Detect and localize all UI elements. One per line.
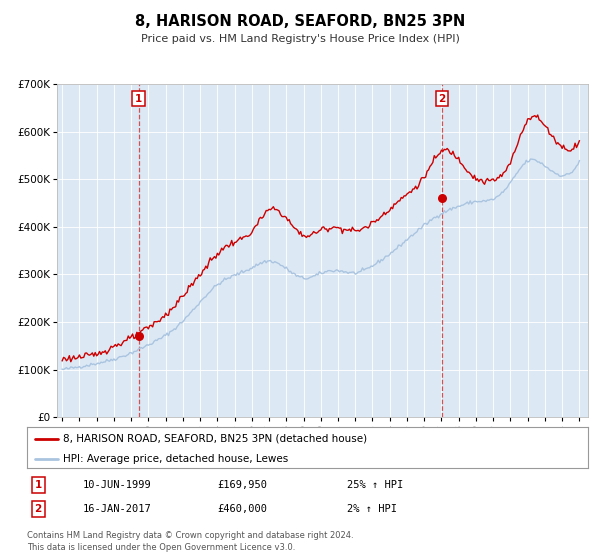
Text: This data is licensed under the Open Government Licence v3.0.: This data is licensed under the Open Gov… xyxy=(27,543,295,552)
Text: 2: 2 xyxy=(35,504,42,514)
Text: 2: 2 xyxy=(439,94,446,104)
Text: £460,000: £460,000 xyxy=(218,504,268,514)
Text: 8, HARISON ROAD, SEAFORD, BN25 3PN: 8, HARISON ROAD, SEAFORD, BN25 3PN xyxy=(135,14,465,29)
Text: 1: 1 xyxy=(35,480,42,490)
Text: 8, HARISON ROAD, SEAFORD, BN25 3PN (detached house): 8, HARISON ROAD, SEAFORD, BN25 3PN (deta… xyxy=(64,433,368,444)
Text: HPI: Average price, detached house, Lewes: HPI: Average price, detached house, Lewe… xyxy=(64,454,289,464)
Text: 10-JUN-1999: 10-JUN-1999 xyxy=(83,480,152,490)
Text: Contains HM Land Registry data © Crown copyright and database right 2024.: Contains HM Land Registry data © Crown c… xyxy=(27,531,353,540)
Text: £169,950: £169,950 xyxy=(218,480,268,490)
Text: 16-JAN-2017: 16-JAN-2017 xyxy=(83,504,152,514)
Text: 2% ↑ HPI: 2% ↑ HPI xyxy=(347,504,397,514)
Text: 1: 1 xyxy=(135,94,142,104)
Text: Price paid vs. HM Land Registry's House Price Index (HPI): Price paid vs. HM Land Registry's House … xyxy=(140,34,460,44)
Text: 25% ↑ HPI: 25% ↑ HPI xyxy=(347,480,403,490)
